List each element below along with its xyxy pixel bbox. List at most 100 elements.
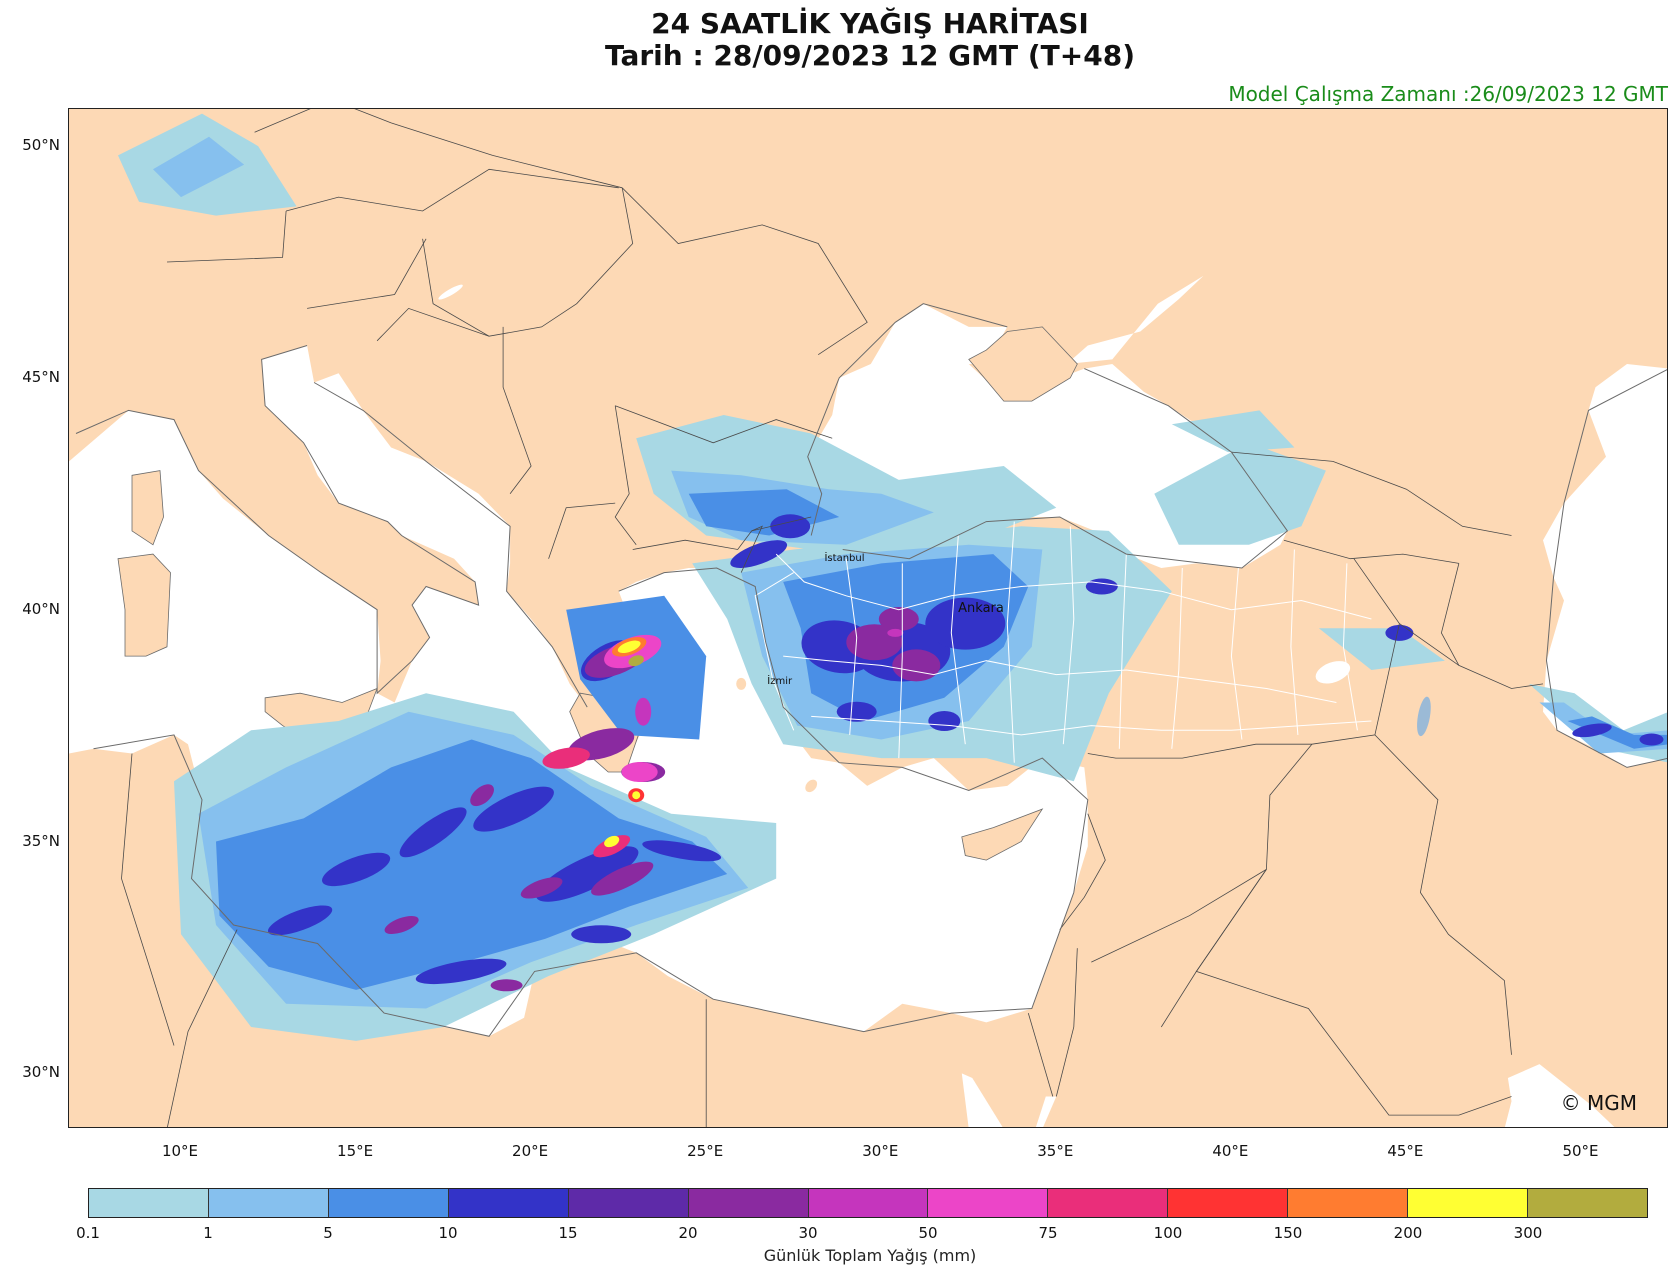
country-border-15 <box>1091 869 1267 963</box>
lon-tick-label: 45°E <box>1387 1142 1424 1160</box>
colorbar-segment-4 <box>568 1189 689 1217</box>
border-layer <box>75 109 1667 1127</box>
lon-tick-label: 20°E <box>512 1142 549 1160</box>
colorbar-tick-label: 0.1 <box>76 1224 100 1242</box>
colorbar <box>88 1188 1648 1218</box>
crimea <box>968 326 1078 402</box>
rain-intense-6 <box>892 649 941 682</box>
rain-streak-13 <box>836 701 877 722</box>
province-boundary-3 <box>845 558 858 735</box>
country-border-3 <box>621 187 868 356</box>
colorbar-tick-label: 15 <box>558 1224 578 1242</box>
country-border-10 <box>307 238 427 309</box>
rain-streak-4 <box>267 905 333 936</box>
colorbar-segment-9 <box>1168 1189 1289 1217</box>
rain-intense-4 <box>520 877 563 899</box>
rain-streak-18 <box>1639 733 1664 746</box>
rain-moderate-4 <box>153 136 245 198</box>
coastline-0 <box>75 345 480 695</box>
rain-streak-12 <box>770 514 811 539</box>
country-border-17 <box>1055 948 1078 1097</box>
colorbar-tick-label: 50 <box>918 1224 938 1242</box>
colorbar-segment-11 <box>1408 1189 1529 1217</box>
country-border-16 <box>1059 813 1106 930</box>
lon-tick-label: 25°E <box>687 1142 724 1160</box>
lon-tick-label: 40°E <box>1212 1142 1249 1160</box>
city-layer: İstanbul Ankara İzmir <box>767 551 1004 687</box>
colorbar-segment-8 <box>1048 1189 1169 1217</box>
country-border-9 <box>376 307 490 342</box>
cyprus <box>961 808 1044 861</box>
colorbar-tick-label: 10 <box>438 1224 458 1242</box>
province-boundary-10 <box>1230 567 1243 740</box>
lon-tick-label: 10°E <box>161 1142 199 1160</box>
city-label-0: İstanbul <box>824 551 864 564</box>
coastline-4 <box>842 368 1289 569</box>
colorbar-segment-12 <box>1528 1189 1647 1217</box>
province-boundary-2 <box>811 715 1372 736</box>
rain-peak-1 <box>617 640 641 654</box>
colorbar-segment-7 <box>928 1189 1049 1217</box>
rain-streak-15 <box>1085 578 1118 595</box>
rain-streak-11 <box>730 540 788 569</box>
country-border-0 <box>285 168 619 212</box>
corsica <box>131 470 164 546</box>
rain-heavy-0 <box>216 739 728 990</box>
rain-streak-7 <box>642 840 722 862</box>
lon-tick-label: 50°E <box>1562 1142 1599 1160</box>
colorbar-tick-label: 100 <box>1153 1224 1183 1242</box>
rain-intense-3 <box>591 861 654 896</box>
colorbar-tick-label: 300 <box>1513 1224 1543 1242</box>
country-border-24 <box>1231 451 1512 536</box>
rain-streak-2 <box>473 786 554 832</box>
country-border-20 <box>167 929 238 1127</box>
rain-streak-1 <box>399 807 467 858</box>
gulf-of-aqaba <box>1035 1096 1057 1127</box>
rain-streak-0 <box>322 852 391 887</box>
copyright: © MGM <box>1560 1091 1637 1115</box>
colorbar-title: Günlük Toplam Yağış (mm) <box>763 1246 977 1265</box>
colorbar-segment-2 <box>328 1189 449 1217</box>
rain-streak-6 <box>571 925 632 944</box>
rain-streak-5 <box>415 958 507 985</box>
country-border-8 <box>502 326 532 495</box>
province-boundary-12 <box>1342 563 1358 731</box>
lat-tick-label: 45°N <box>22 367 60 386</box>
coastline-1 <box>313 382 588 708</box>
chios-island <box>736 677 747 690</box>
colorbar-tick-label: 200 <box>1393 1224 1423 1242</box>
country-border-12 <box>740 525 763 573</box>
country-border-7 <box>548 502 616 559</box>
precipitation-layer <box>118 113 1667 1041</box>
lat-tick-label: 50°N <box>22 136 60 155</box>
rhodes-island <box>805 779 818 793</box>
rain-intense-9 <box>470 784 494 807</box>
lat-tick-label: 30°N <box>22 1063 60 1082</box>
lon-tick-label: 30°E <box>862 1142 899 1160</box>
colorbar-segment-5 <box>688 1189 809 1217</box>
rain-heavy-3 <box>566 595 707 740</box>
rain-light-7 <box>1318 628 1445 670</box>
colorbar-tick-label: 75 <box>1038 1224 1058 1242</box>
coastline-5 <box>1545 369 1667 768</box>
country-border-21 <box>121 753 175 1046</box>
rain-core-2 <box>542 747 590 769</box>
country-border-11 <box>166 210 287 263</box>
province-boundary-7 <box>1062 526 1075 745</box>
rain-streak-14 <box>928 711 961 731</box>
province-boundary-0 <box>775 553 1372 620</box>
lon-tick-label: 35°E <box>1037 1142 1074 1160</box>
lake-balaton <box>438 284 463 300</box>
country-border-22 <box>1374 734 1512 1055</box>
lake-urmia <box>1417 696 1431 737</box>
rain-streak-3 <box>535 846 639 902</box>
coastline-2 <box>93 567 1089 1037</box>
province-boundary-8 <box>1118 554 1127 749</box>
colorbar-segment-1 <box>208 1189 329 1217</box>
colorbar-tick-label: 30 <box>798 1224 818 1242</box>
country-border-18 <box>1027 1012 1054 1097</box>
rain-light-3 <box>1154 442 1326 545</box>
city-label-1: Ankara <box>958 601 1004 616</box>
rain-core-1 <box>621 762 658 782</box>
rain-peak-4 <box>632 791 641 800</box>
